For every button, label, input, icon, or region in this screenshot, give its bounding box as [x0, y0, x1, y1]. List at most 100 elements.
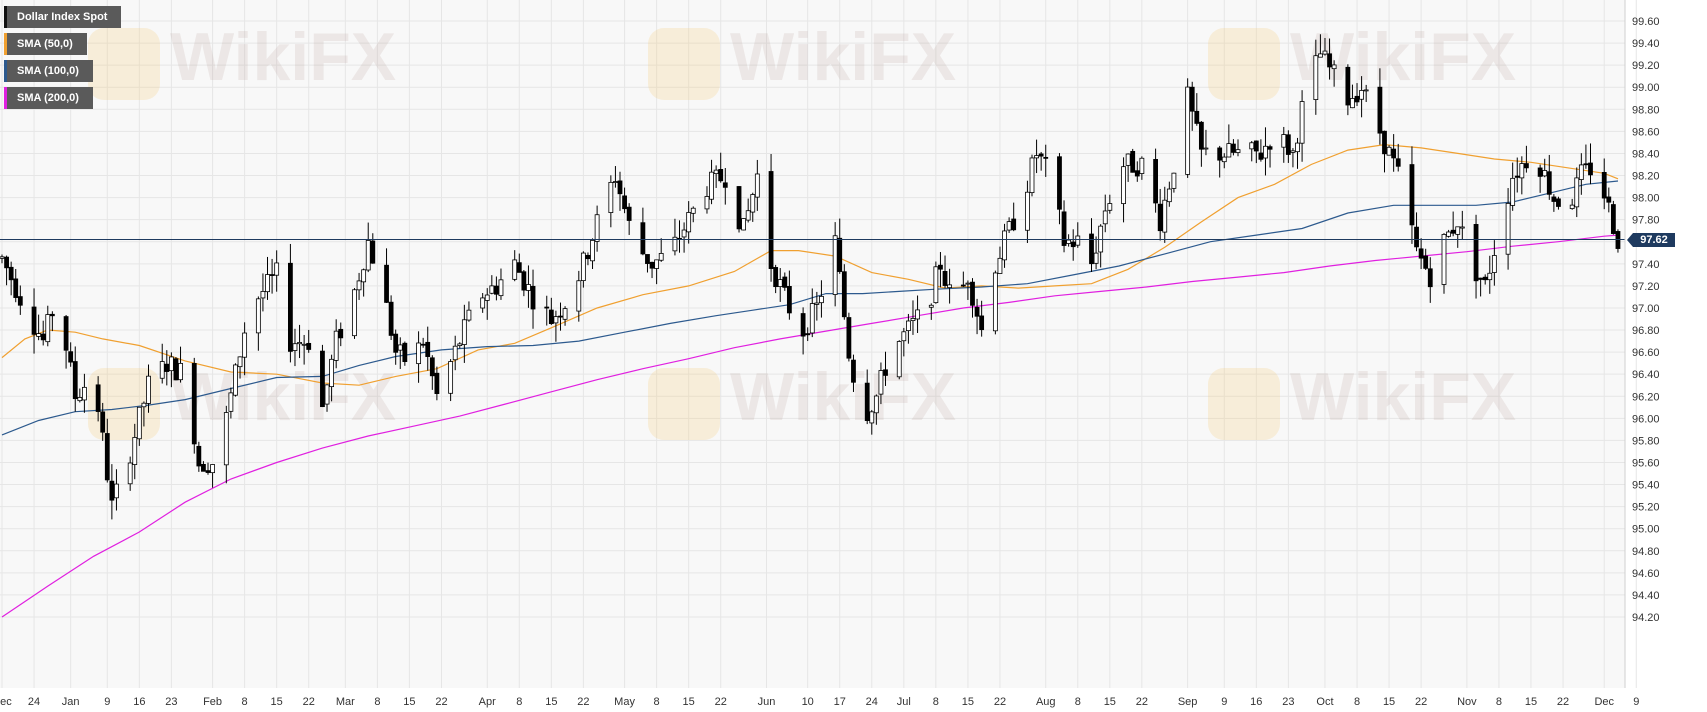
candle-body	[352, 289, 357, 337]
candle-body	[1455, 226, 1461, 235]
x-tick-label: 22	[715, 696, 727, 708]
legend-item-sma100[interactable]: SMA (100,0)	[4, 60, 93, 82]
candle-body	[704, 196, 710, 210]
x-tick-label: 22	[577, 696, 589, 708]
candle-body	[1514, 175, 1520, 178]
candle-body	[1354, 95, 1360, 103]
x-tick-label: 23	[1282, 696, 1294, 708]
candle-body	[1162, 199, 1168, 233]
candle-body	[1542, 170, 1548, 177]
candle-body	[942, 271, 948, 286]
candle-body	[626, 206, 632, 221]
candle-body	[722, 182, 728, 188]
candle-body	[526, 284, 531, 291]
watermark-badge	[648, 368, 720, 440]
candle-body	[4, 256, 9, 269]
legend-item-dollar-index[interactable]: Dollar Index Spot	[4, 6, 122, 28]
candle-body	[1226, 143, 1232, 158]
x-tick-label: 15	[545, 696, 557, 708]
candle-body	[480, 297, 486, 309]
candle-body	[947, 284, 952, 289]
candle-body	[49, 313, 55, 317]
x-tick-label: Jan	[62, 696, 80, 708]
y-tick-label: 97.40	[1632, 259, 1660, 271]
candle-body	[979, 315, 985, 331]
watermark-badge	[648, 28, 720, 100]
candle-body	[1359, 90, 1364, 100]
candle-body	[1395, 158, 1401, 167]
x-tick-label: Dec	[0, 696, 12, 708]
candle-body	[1089, 233, 1094, 265]
candle-body	[361, 269, 367, 283]
candle-body	[370, 240, 376, 264]
candle-body	[141, 402, 147, 408]
y-tick-label: 98.60	[1632, 126, 1660, 138]
candle-body	[461, 319, 467, 345]
candle-body	[1121, 166, 1126, 205]
legend-label: Dollar Index Spot	[17, 11, 108, 23]
legend-item-sma50[interactable]: SMA (50,0)	[4, 33, 87, 55]
y-tick-label: 95.40	[1632, 480, 1660, 492]
candle-body	[1217, 147, 1223, 161]
candle-body	[906, 320, 911, 332]
candle-body	[516, 262, 522, 273]
x-tick-label: 9	[104, 696, 110, 708]
candle-body	[164, 363, 170, 372]
candle-body	[709, 171, 714, 200]
candle-body	[745, 210, 751, 221]
candle-body	[45, 314, 51, 343]
y-tick-label: 95.80	[1632, 435, 1660, 447]
legend-label: SMA (100,0)	[17, 65, 79, 77]
candle-body	[448, 361, 454, 394]
candle-body	[1450, 229, 1456, 234]
candle-body	[72, 361, 78, 400]
x-tick-label: Oct	[1316, 696, 1333, 708]
y-tick-label: 99.60	[1632, 16, 1660, 28]
candle-body	[1519, 163, 1525, 179]
candle-body	[933, 266, 939, 304]
candle-body	[223, 412, 229, 466]
candle-body	[168, 356, 174, 372]
legend-label: SMA (50,0)	[17, 38, 73, 50]
candle-body	[1153, 159, 1158, 204]
candle-body	[0, 256, 5, 259]
candle-body	[1093, 252, 1099, 264]
candle-body	[1002, 230, 1007, 261]
candle-body	[228, 392, 234, 412]
y-tick-label: 96.00	[1632, 413, 1660, 425]
candle-body	[782, 276, 788, 288]
candle-body	[420, 343, 426, 346]
candle-body	[814, 302, 820, 305]
candle-body	[1203, 147, 1209, 150]
candle-body	[718, 169, 724, 182]
candle-body	[960, 284, 966, 287]
candle-body	[1583, 163, 1589, 166]
x-tick-label: 9	[1221, 696, 1227, 708]
candle-body	[1377, 86, 1383, 134]
candle-body	[1327, 53, 1332, 68]
candle-body	[338, 328, 344, 339]
candle-body	[613, 181, 618, 183]
candle-body	[127, 462, 133, 485]
x-tick-label: Aug	[1036, 696, 1056, 708]
candle-body	[1043, 156, 1049, 159]
legend-item-sma200[interactable]: SMA (200,0)	[4, 87, 93, 109]
watermark-badge	[1208, 368, 1280, 440]
candle-body	[805, 333, 811, 336]
candle-body	[1006, 221, 1012, 231]
y-tick-label: 98.00	[1632, 193, 1660, 205]
candle-body	[1075, 235, 1081, 246]
candle-body	[965, 282, 971, 285]
candle-body	[1281, 134, 1287, 148]
candle-body	[100, 411, 106, 433]
candle-body	[617, 180, 623, 195]
candle-body	[1034, 155, 1039, 159]
watermarks: WikiFX WikiFX WikiFX WikiFX WikiFX WikiFX	[88, 19, 1516, 440]
watermark-badge	[88, 368, 160, 440]
candle-body	[553, 316, 559, 324]
current-price-tag: 97.62	[1627, 232, 1675, 247]
candle-body	[1382, 130, 1387, 155]
x-tick-label: 8	[1354, 696, 1360, 708]
x-tick-label: Jul	[897, 696, 911, 708]
candle-body	[425, 341, 431, 357]
